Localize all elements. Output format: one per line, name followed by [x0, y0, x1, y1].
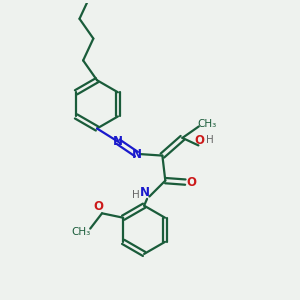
Text: N: N	[140, 187, 150, 200]
Text: CH₃: CH₃	[197, 119, 217, 129]
Text: N: N	[131, 148, 142, 160]
Text: O: O	[94, 200, 103, 213]
Text: H: H	[206, 135, 214, 145]
Text: O: O	[195, 134, 205, 147]
Text: N: N	[113, 135, 123, 148]
Text: CH₃: CH₃	[71, 226, 90, 237]
Text: O: O	[187, 176, 197, 189]
Text: H: H	[132, 190, 140, 200]
